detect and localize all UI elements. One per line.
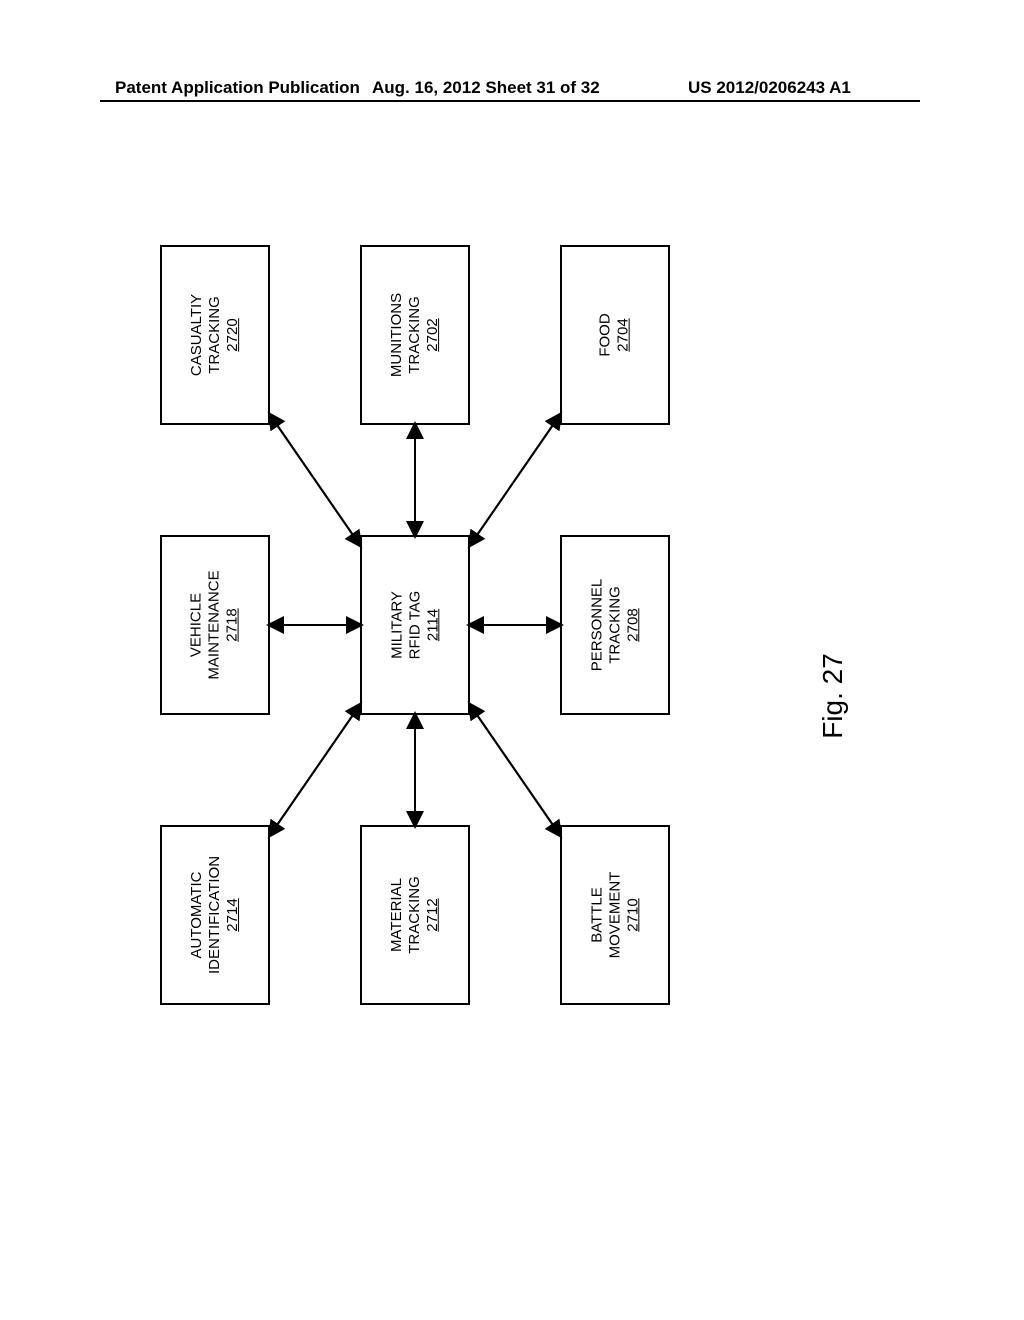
node-ref: 2710 — [624, 898, 641, 931]
node-label: MOVEMENT — [606, 872, 623, 959]
node-label: BATTLE — [588, 887, 605, 943]
node-vehicle-maintenance: VEHICLE MAINTENANCE 2718 — [160, 535, 270, 715]
node-automatic-identification: AUTOMATIC IDENTIFICATION 2714 — [160, 825, 270, 1005]
node-battle-movement: BATTLE MOVEMENT 2710 — [560, 825, 670, 1005]
node-personnel-tracking: PERSONNEL TRACKING 2708 — [560, 535, 670, 715]
node-label: FOOD — [597, 313, 614, 356]
patent-page: Patent Application Publication Aug. 16, … — [0, 0, 1024, 1320]
node-label: VEHICLE — [188, 593, 205, 657]
node-label: MAINTENANCE — [206, 570, 223, 679]
node-label: TRACKING — [406, 296, 423, 374]
node-ref: 2718 — [224, 608, 241, 641]
node-label: PERSONNEL — [588, 579, 605, 672]
node-munitions-tracking: MUNITIONS TRACKING 2702 — [360, 245, 470, 425]
node-casualty-tracking: CASUALTIY TRACKING 2720 — [160, 245, 270, 425]
node-label: TRACKING — [606, 586, 623, 664]
node-label: MUNITIONS — [388, 293, 405, 377]
node-label: TRACKING — [406, 876, 423, 954]
node-label: RFID TAG — [406, 591, 423, 660]
node-military-rfid-tag: MILITARY RFID TAG 2114 — [360, 535, 470, 715]
node-ref: 2704 — [615, 318, 632, 351]
node-ref: 2114 — [424, 609, 441, 641]
header-rule — [100, 100, 920, 102]
node-material-tracking: MATERIAL TRACKING 2712 — [360, 825, 470, 1005]
header-left: Patent Application Publication — [115, 78, 360, 98]
figure-label: Fig. 27 — [817, 653, 849, 739]
node-ref: 2702 — [424, 318, 441, 351]
node-food: FOOD 2704 — [560, 245, 670, 425]
header-center: Aug. 16, 2012 Sheet 31 of 32 — [372, 78, 600, 98]
node-label: AUTOMATIC — [188, 872, 205, 959]
node-ref: 2714 — [224, 898, 241, 931]
node-ref: 2712 — [424, 898, 441, 931]
node-ref: 2708 — [624, 608, 641, 641]
node-label: TRACKING — [206, 296, 223, 374]
diagram-area: MILITARY RFID TAG 2114 CASUALTIY TRACKIN… — [130, 190, 700, 1060]
header-right: US 2012/0206243 A1 — [688, 78, 851, 98]
node-label: CASUALTIY — [188, 294, 205, 376]
node-ref: 2720 — [224, 318, 241, 351]
node-label: IDENTIFICATION — [206, 856, 223, 974]
node-label: MILITARY — [388, 591, 405, 659]
node-label: MATERIAL — [388, 878, 405, 952]
